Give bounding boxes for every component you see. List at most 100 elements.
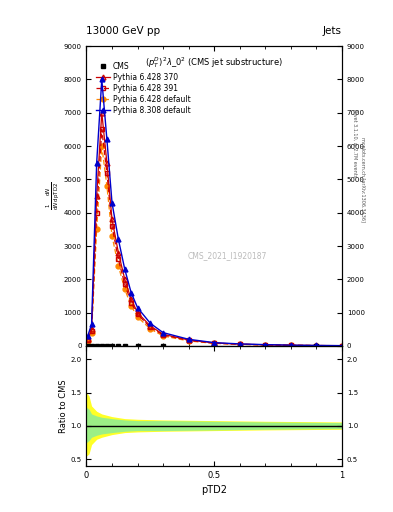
Pythia 8.308 default (99, 76, 104, 82)
CMS (99, 343, 104, 349)
CMS (89, 343, 94, 349)
Pythia 6.428 391 (129, 300, 134, 306)
Pythia 6.428 default (186, 338, 191, 344)
Text: 13000 GeV pp: 13000 GeV pp (86, 26, 161, 36)
CMS (314, 343, 319, 349)
Pythia 6.428 370 (212, 340, 217, 346)
Pythia 6.428 391 (110, 223, 114, 229)
Pythia 6.428 391 (99, 126, 104, 133)
Pythia 8.308 default (116, 236, 121, 242)
Pythia 6.428 391 (105, 169, 109, 176)
Pythia 6.428 391 (288, 342, 293, 348)
Pythia 6.428 default (123, 286, 127, 292)
CMS (85, 343, 90, 349)
Pythia 6.428 default (105, 183, 109, 189)
Pythia 8.308 default (89, 321, 94, 327)
Text: $(p_T^D)^2\lambda\_0^2$ (CMS jet substructure): $(p_T^D)^2\lambda\_0^2$ (CMS jet substru… (145, 55, 283, 70)
Pythia 8.308 default (135, 305, 140, 311)
Pythia 8.308 default (288, 342, 293, 348)
Y-axis label: $\frac{1}{\mathrm{d}N}\frac{\mathrm{d}N}{\mathrm{d}\,\mathrm{pTD2}}$: $\frac{1}{\mathrm{d}N}\frac{\mathrm{d}N}… (44, 182, 61, 210)
CMS (263, 343, 268, 349)
Pythia 6.428 default (110, 233, 114, 239)
Pythia 8.308 default (105, 136, 109, 142)
Pythia 6.428 391 (212, 340, 217, 346)
Pythia 8.308 default (212, 339, 217, 346)
Pythia 6.428 370 (105, 160, 109, 166)
Pythia 6.428 370 (116, 249, 121, 255)
Pythia 6.428 391 (186, 337, 191, 344)
Pythia 6.428 370 (129, 296, 134, 303)
Pythia 6.428 391 (89, 328, 94, 334)
CMS (135, 343, 140, 349)
Pythia 8.308 default (161, 330, 165, 336)
Pythia 6.428 default (99, 143, 104, 149)
Pythia 6.428 370 (135, 310, 140, 316)
CMS (116, 343, 121, 349)
Pythia 6.428 default (161, 333, 165, 339)
Line: Pythia 8.308 default: Pythia 8.308 default (85, 77, 344, 348)
Pythia 6.428 391 (161, 332, 165, 338)
Y-axis label: Ratio to CMS: Ratio to CMS (59, 379, 68, 433)
CMS (212, 343, 217, 349)
X-axis label: pTD2: pTD2 (201, 485, 227, 495)
Pythia 8.308 default (123, 266, 127, 272)
Pythia 6.428 default (89, 330, 94, 336)
Pythia 6.428 391 (123, 281, 127, 287)
Pythia 6.428 370 (123, 276, 127, 283)
Pythia 8.308 default (94, 160, 99, 166)
Pythia 6.428 default (85, 338, 90, 344)
Pythia 6.428 370 (314, 343, 319, 349)
Pythia 8.308 default (110, 200, 114, 206)
CMS (94, 343, 99, 349)
Pythia 6.428 370 (110, 216, 114, 222)
Text: mcplots.cern.ch [arXiv:1306.3436]: mcplots.cern.ch [arXiv:1306.3436] (360, 137, 365, 222)
Line: Pythia 6.428 default: Pythia 6.428 default (85, 143, 344, 348)
Pythia 6.428 370 (89, 326, 94, 332)
CMS (123, 343, 127, 349)
Pythia 8.308 default (85, 333, 90, 339)
Pythia 8.308 default (340, 343, 344, 349)
Pythia 6.428 default (135, 314, 140, 320)
Pythia 6.428 default (237, 342, 242, 348)
CMS (105, 343, 109, 349)
Pythia 6.428 370 (237, 341, 242, 347)
Pythia 6.428 default (212, 340, 217, 347)
Pythia 6.428 370 (186, 337, 191, 343)
Pythia 6.428 370 (340, 343, 344, 349)
Pythia 8.308 default (129, 290, 134, 296)
Text: CMS_2021_I1920187: CMS_2021_I1920187 (187, 251, 266, 261)
CMS (110, 343, 114, 349)
Pythia 6.428 default (314, 343, 319, 349)
Pythia 6.428 default (340, 343, 344, 349)
Line: CMS: CMS (85, 344, 319, 348)
Pythia 6.428 391 (314, 343, 319, 349)
Pythia 8.308 default (263, 342, 268, 348)
Pythia 6.428 370 (85, 336, 90, 343)
Pythia 6.428 default (263, 342, 268, 348)
Pythia 6.428 391 (85, 337, 90, 343)
Pythia 6.428 default (116, 263, 121, 269)
Pythia 8.308 default (237, 341, 242, 347)
Pythia 6.428 370 (263, 342, 268, 348)
Line: Pythia 6.428 370: Pythia 6.428 370 (85, 110, 344, 348)
Text: Rivet 3.1.10, ≥ 2.7M events: Rivet 3.1.10, ≥ 2.7M events (352, 109, 357, 178)
Pythia 6.428 370 (94, 193, 99, 199)
Pythia 6.428 391 (148, 324, 152, 330)
Pythia 6.428 391 (263, 342, 268, 348)
Pythia 6.428 370 (288, 342, 293, 348)
Line: Pythia 6.428 391: Pythia 6.428 391 (85, 127, 344, 348)
Pythia 6.428 default (94, 226, 99, 232)
Legend: CMS, Pythia 6.428 370, Pythia 6.428 391, Pythia 6.428 default, Pythia 8.308 defa: CMS, Pythia 6.428 370, Pythia 6.428 391,… (93, 59, 193, 118)
CMS (161, 343, 165, 349)
Pythia 6.428 370 (148, 323, 152, 329)
Pythia 6.428 391 (135, 311, 140, 317)
Pythia 6.428 default (129, 303, 134, 309)
Pythia 6.428 391 (94, 209, 99, 216)
Pythia 6.428 default (288, 342, 293, 348)
Pythia 6.428 391 (340, 343, 344, 349)
Pythia 8.308 default (148, 320, 152, 326)
Text: Jets: Jets (323, 26, 342, 36)
Pythia 6.428 default (148, 326, 152, 332)
Pythia 6.428 391 (237, 341, 242, 347)
Pythia 6.428 391 (116, 257, 121, 263)
